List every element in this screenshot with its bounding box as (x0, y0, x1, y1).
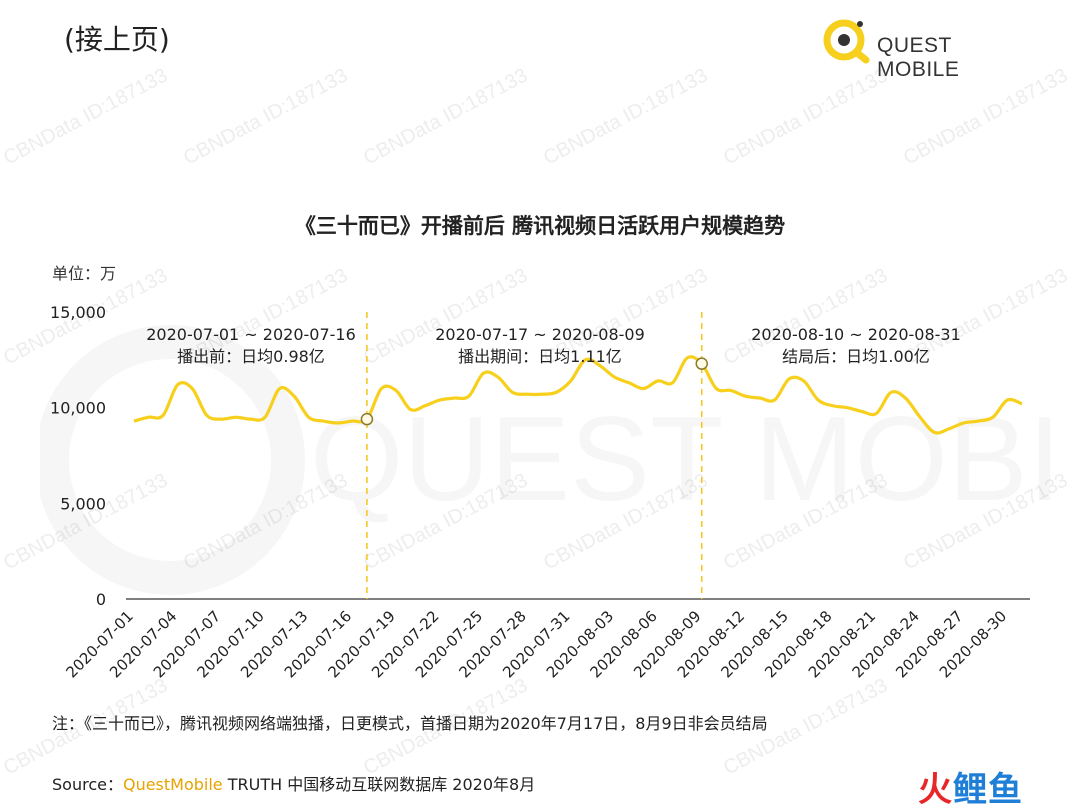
continued-label: (接上页) (64, 23, 170, 56)
period-average-label: 播出期间：日均1.11亿 (458, 347, 622, 366)
highlight-point (360, 412, 374, 426)
source-brand: QuestMobile (122, 775, 223, 794)
dau-series-line (133, 355, 1023, 435)
y-tick-label: 0 (96, 590, 106, 609)
chart-title: 《三十而已》开播前后 腾讯视频日活跃用户规模趋势 (294, 214, 786, 238)
corner-logo-fire: 火 (918, 770, 953, 810)
source-prefix: Source： (52, 775, 123, 794)
y-tick-label: 5,000 (60, 494, 106, 513)
corner-logo: 火鲤鱼 (918, 762, 1023, 811)
period-average-label: 结局后：日均1.00亿 (782, 347, 930, 366)
y-tick-label: 15,000 (50, 303, 106, 322)
period-range-label: 2020-07-17 ~ 2020-08-09 (435, 325, 645, 344)
quest-mobile-logo-icon (823, 19, 870, 64)
period-average-label: 播出前：日均0.98亿 (177, 347, 325, 366)
period-range-label: 2020-08-10 ~ 2020-08-31 (751, 325, 961, 344)
footnote: 注：《三十而已》，腾讯视频网络端独播，日更模式，首播日期为2020年7月17日，… (52, 714, 768, 733)
unit-label: 单位：万 (52, 264, 117, 283)
logo-text: QUEST MOBILE (877, 34, 960, 81)
y-tick-label: 10,000 (50, 399, 106, 418)
period-range-label: 2020-07-01 ~ 2020-07-16 (146, 325, 356, 344)
quest-mobile-logo: QUEST MOBILE (820, 14, 1040, 81)
source-rest: TRUTH 中国移动互联网数据库 2020年8月 (222, 775, 536, 794)
corner-logo-rest: 鲤鱼 (953, 770, 1023, 810)
highlight-point (695, 357, 708, 370)
source-line: Source：QuestMobile TRUTH 中国移动互联网数据库 2020… (52, 771, 535, 795)
